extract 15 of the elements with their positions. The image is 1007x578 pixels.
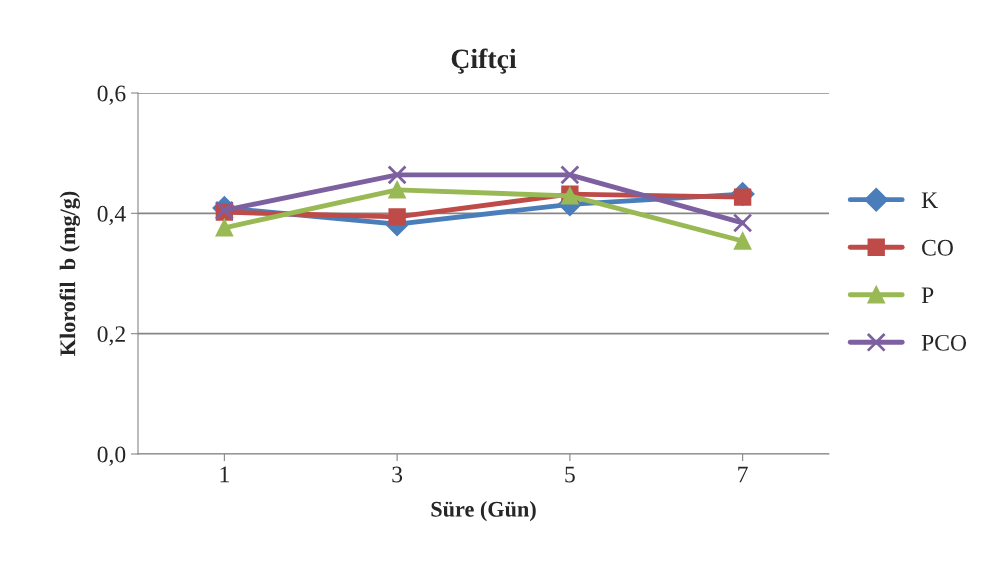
- y-tick-label: 0,4: [97, 205, 126, 226]
- legend-label: P: [921, 287, 934, 304]
- y-tick-label: 0,0: [97, 446, 126, 466]
- chart-title: Çiftçi: [451, 48, 517, 74]
- x-axis-title: Süre (Gün): [431, 501, 536, 522]
- legend-label: K: [921, 192, 938, 208]
- x-tick-label: 7: [738, 466, 748, 483]
- legend-label: CO: [922, 239, 953, 256]
- y-tick-label: 0,6: [97, 85, 126, 105]
- x-tick-label: 3: [392, 466, 403, 483]
- x-tick-label: 5: [565, 466, 575, 483]
- y-axis-title: Klorofil b (mg/g): [59, 191, 81, 356]
- legend-label: PCO: [921, 334, 967, 351]
- x-tick-label: 1: [220, 466, 229, 483]
- y-tick-label: 0,2: [97, 326, 125, 346]
